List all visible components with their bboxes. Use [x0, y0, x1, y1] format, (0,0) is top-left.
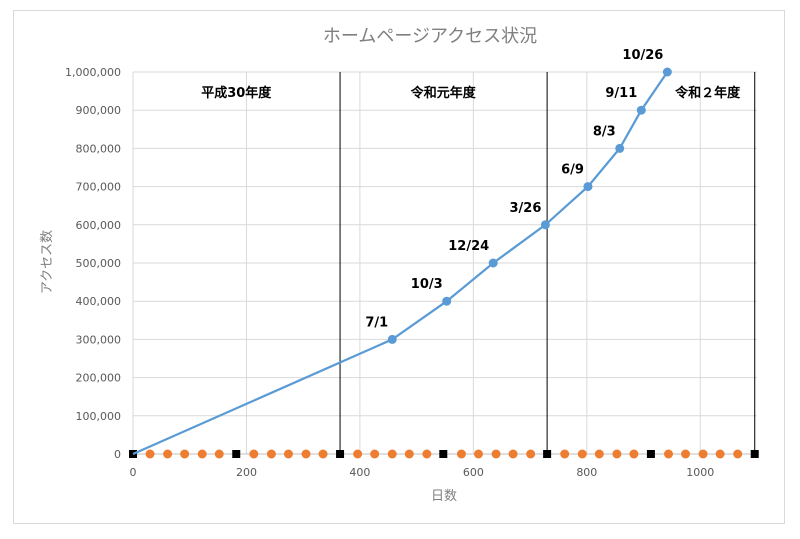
- data-label: 7/1: [365, 315, 388, 330]
- black-data-point: [336, 450, 345, 458]
- black-data-point: [232, 450, 241, 458]
- orange-data-point: [422, 449, 432, 459]
- y-tick-label: 200,000: [76, 372, 122, 385]
- y-tick-label: 700,000: [76, 181, 122, 194]
- y-tick-label: 0: [114, 448, 121, 461]
- x-tick-label: 0: [130, 466, 137, 479]
- orange-data-point: [318, 449, 328, 459]
- access-data-point: [442, 296, 452, 306]
- x-tick-label: 600: [463, 466, 484, 479]
- y-tick-label: 900,000: [76, 104, 122, 117]
- y-tick-label: 300,000: [76, 333, 122, 346]
- orange-data-point: [266, 449, 276, 459]
- access-data-point: [615, 143, 625, 153]
- orange-data-point: [629, 449, 639, 459]
- fiscal-year-label: 令和２年度: [675, 85, 741, 101]
- orange-data-point: [508, 449, 518, 459]
- orange-data-point: [473, 449, 483, 459]
- access-data-point: [540, 220, 550, 230]
- fiscal-year-label: 令和元年度: [411, 85, 477, 101]
- x-tick-label: 800: [576, 466, 597, 479]
- orange-data-point: [664, 449, 674, 459]
- orange-data-point: [577, 449, 587, 459]
- orange-data-point: [594, 449, 604, 459]
- data-label: 10/26: [622, 48, 663, 63]
- data-label: 10/3: [411, 277, 443, 292]
- chart-frame: [13, 10, 785, 524]
- data-label: 8/3: [593, 124, 616, 139]
- orange-data-point: [560, 449, 570, 459]
- black-data-point: [543, 450, 552, 458]
- data-label: 3/26: [510, 201, 542, 216]
- access-data-point: [636, 105, 646, 115]
- y-tick-label: 600,000: [76, 219, 122, 232]
- y-tick-label: 800,000: [76, 142, 122, 155]
- orange-data-point: [301, 449, 311, 459]
- orange-data-point: [145, 449, 155, 459]
- access-data-point: [583, 182, 593, 192]
- orange-data-point: [249, 449, 259, 459]
- orange-data-point: [733, 449, 743, 459]
- x-tick-label: 1000: [686, 466, 714, 479]
- orange-data-point: [163, 449, 173, 459]
- access-data-point: [387, 334, 397, 344]
- data-label: 12/24: [448, 239, 489, 254]
- orange-data-point: [404, 449, 414, 459]
- orange-data-point: [197, 449, 207, 459]
- black-data-point: [439, 450, 448, 458]
- x-tick-label: 200: [236, 466, 257, 479]
- orange-data-point: [353, 449, 363, 459]
- black-data-point: [646, 450, 655, 458]
- orange-data-point: [214, 449, 224, 459]
- orange-data-point: [387, 449, 397, 459]
- orange-data-point: [491, 449, 501, 459]
- data-label: 6/9: [561, 163, 584, 178]
- data-label: 9/11: [605, 86, 637, 101]
- access-data-point: [488, 258, 498, 268]
- y-axis-title: アクセス数: [40, 230, 55, 294]
- orange-data-point: [370, 449, 380, 459]
- orange-data-point: [698, 449, 708, 459]
- x-axis-title: 日数: [431, 489, 457, 504]
- orange-data-point: [456, 449, 466, 459]
- orange-data-point: [180, 449, 190, 459]
- orange-data-point: [715, 449, 725, 459]
- y-tick-label: 400,000: [76, 295, 122, 308]
- orange-data-point: [283, 449, 293, 459]
- orange-data-point: [526, 449, 536, 459]
- fiscal-year-label: 平成30年度: [201, 85, 272, 101]
- y-tick-label: 1,000,000: [65, 66, 121, 79]
- access-data-point: [662, 67, 672, 77]
- orange-data-point: [681, 449, 691, 459]
- black-data-point: [750, 450, 759, 458]
- y-tick-label: 100,000: [76, 410, 122, 423]
- x-tick-label: 400: [349, 466, 370, 479]
- chart-title: ホームページアクセス状況: [323, 26, 537, 47]
- y-tick-label: 500,000: [76, 257, 122, 270]
- orange-data-point: [612, 449, 622, 459]
